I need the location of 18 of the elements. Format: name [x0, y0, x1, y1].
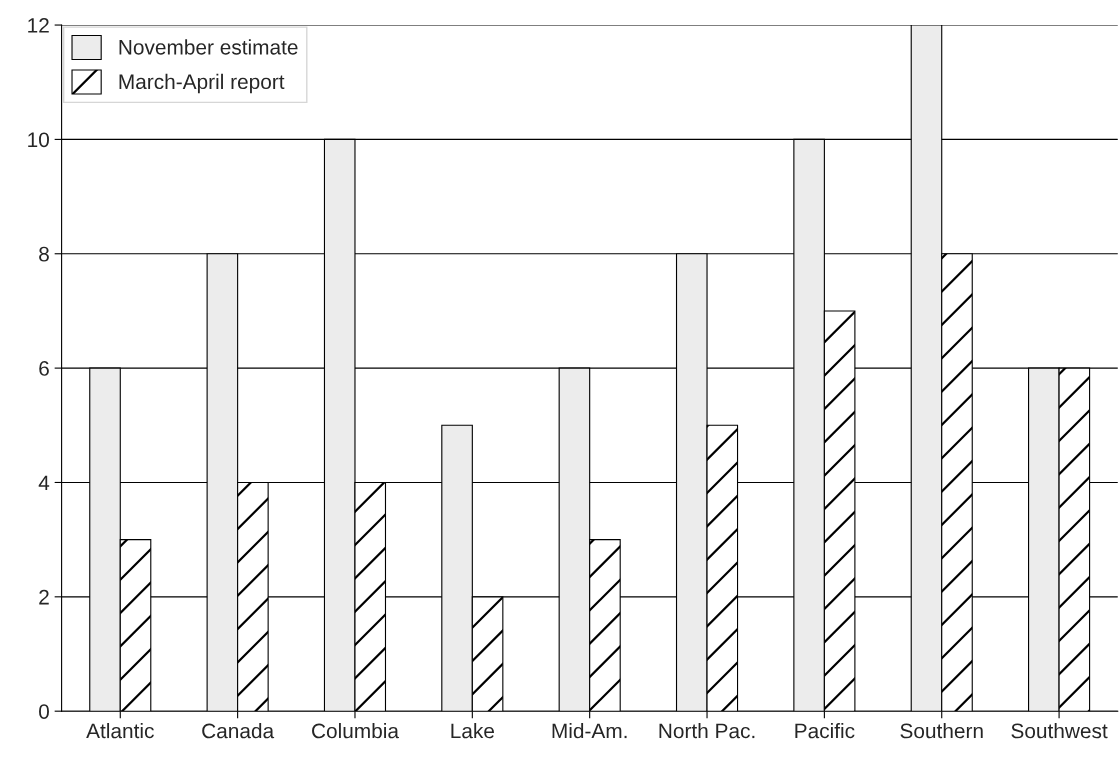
- x-tick-label: Columbia: [312, 722, 399, 739]
- x-tick-label: Mid-Am.: [552, 722, 627, 739]
- x-tick-label: Atlantic: [86, 722, 154, 739]
- x-tick-label: Lake: [451, 722, 494, 739]
- x-tick-label: Southern: [900, 722, 983, 739]
- y-tick-label: 10: [28, 132, 49, 148]
- x-tick-label: Pacific: [795, 722, 855, 739]
- y-tick-label: 12: [28, 18, 49, 33]
- x-tick-label: Southwest: [1011, 722, 1108, 739]
- x-tick-label: Canada: [202, 722, 275, 739]
- y-tick-label: 8: [39, 246, 49, 262]
- x-tick-label: North Pac.: [659, 722, 755, 739]
- y-tick-label: 2: [39, 589, 49, 605]
- legend-label: November estimate: [119, 39, 298, 55]
- legend-label: March-April report: [119, 73, 285, 94]
- y-tick-label: 0: [39, 704, 49, 719]
- y-tick-label: 4: [38, 475, 50, 491]
- y-tick-label: 6: [39, 361, 49, 376]
